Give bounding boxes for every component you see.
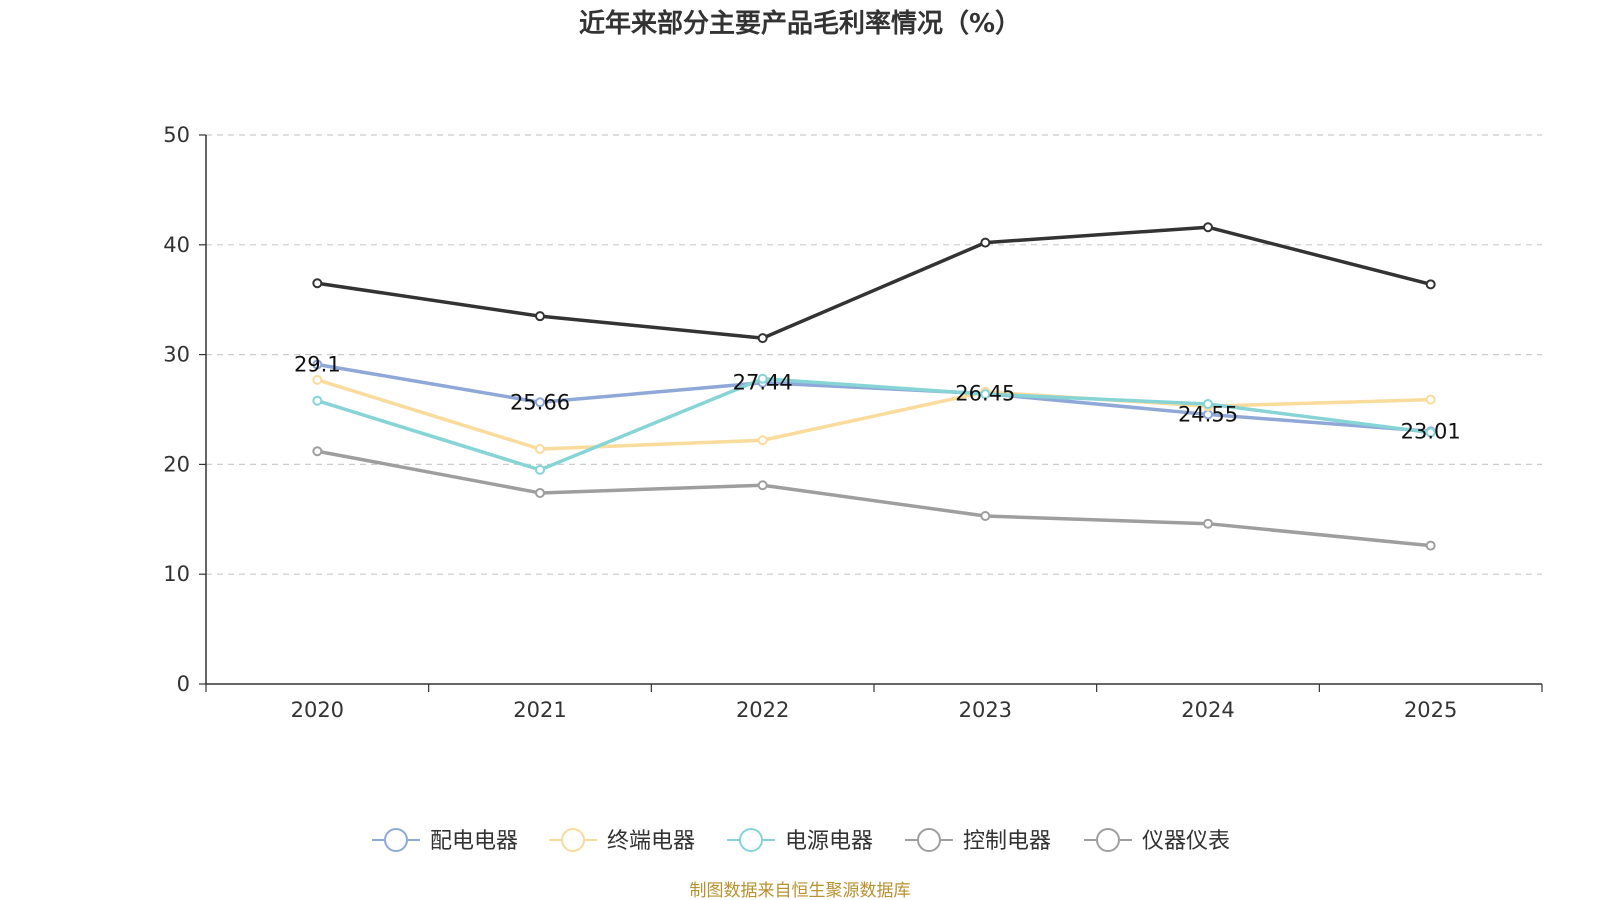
source-note: 制图数据来自恒生聚源数据库 — [690, 881, 911, 900]
series-3 — [312, 373, 1436, 475]
legend-label: 电源电器 — [785, 829, 873, 854]
y-tick-label: 30 — [163, 343, 190, 367]
series-line — [316, 378, 1431, 451]
series-line — [316, 377, 1431, 472]
legend-item[interactable]: 终端电器 — [549, 828, 695, 854]
data-labels: 29.1 25.66 27.44 26.45 24.55 23.01 — [294, 352, 1461, 443]
x-tick-label: 2022 — [736, 698, 789, 722]
x-tick-label: 2020 — [291, 698, 344, 722]
data-point — [535, 444, 545, 455]
legend-marker-icon — [384, 828, 408, 852]
series-line — [317, 362, 1431, 434]
data-point — [757, 333, 768, 344]
data-point — [312, 395, 323, 406]
series-1 — [312, 359, 1436, 437]
data-point — [312, 374, 323, 385]
series-line — [317, 225, 1432, 340]
data-label: 25.66 — [510, 390, 570, 414]
axes: 0 10 20 30 40 50 2020 2021 2022 2023 2024 2025 — [163, 123, 1543, 722]
series-layer — [312, 222, 1436, 551]
data-point — [757, 373, 768, 384]
legend-marker-icon — [561, 828, 585, 852]
data-point — [757, 435, 768, 446]
legend-item[interactable]: 控制电器 — [905, 828, 1051, 854]
data-label: 27.44 — [733, 371, 793, 395]
legend-label: 配电电器 — [430, 829, 518, 854]
data-point — [535, 397, 545, 408]
chart-title: 近年来部分主要产品毛利率情况（%） — [579, 8, 1021, 39]
data-point — [980, 237, 991, 248]
data-point — [1203, 222, 1213, 233]
legend-label: 控制电器 — [963, 829, 1051, 854]
data-point — [1203, 518, 1213, 529]
y-tick-label: 40 — [163, 233, 190, 257]
data-point — [980, 511, 991, 522]
y-tick-label: 20 — [163, 452, 190, 476]
legend-marker-icon — [917, 828, 941, 852]
series-line — [317, 449, 1431, 548]
data-point — [980, 389, 991, 400]
data-point — [535, 464, 545, 475]
series-4 — [312, 222, 1436, 344]
data-point — [1425, 540, 1436, 551]
legend-label: 终端电器 — [607, 829, 695, 854]
data-point — [1425, 427, 1436, 438]
data-label: 29.1 — [294, 352, 341, 376]
data-label: 23.01 — [1401, 419, 1461, 443]
data-point — [312, 446, 323, 457]
data-point — [535, 487, 545, 498]
data-label: 26.45 — [955, 382, 1015, 406]
legend-item[interactable]: 仪器仪表 — [1084, 828, 1230, 854]
series-5 — [312, 446, 1436, 551]
legend-marker-icon — [1096, 828, 1120, 852]
data-point — [312, 359, 323, 370]
legend-label: 仪器仪表 — [1142, 829, 1230, 854]
data-point — [312, 278, 323, 289]
x-tick-label: 2025 — [1404, 698, 1457, 722]
y-tick-label: 50 — [163, 123, 190, 147]
legend-item[interactable]: 电源电器 — [727, 828, 873, 854]
data-point — [1425, 394, 1436, 405]
x-tick-label: 2024 — [1181, 698, 1234, 722]
x-tick-label: 2023 — [959, 698, 1012, 722]
data-point — [757, 480, 768, 491]
data-label: 24.55 — [1178, 402, 1238, 426]
legend-marker-icon — [739, 828, 763, 852]
y-tick-label: 0 — [177, 672, 190, 696]
legend[interactable]: 配电电器 终端电器 电源电器 控制电器 仪器仪表 — [372, 828, 1230, 854]
x-tick-label: 2021 — [513, 698, 566, 722]
data-point — [535, 311, 545, 322]
legend-item[interactable]: 配电电器 — [372, 828, 518, 854]
data-point — [1425, 279, 1436, 290]
data-point — [1203, 399, 1213, 410]
y-tick-label: 10 — [163, 562, 190, 586]
grid-lines — [206, 134, 1542, 575]
